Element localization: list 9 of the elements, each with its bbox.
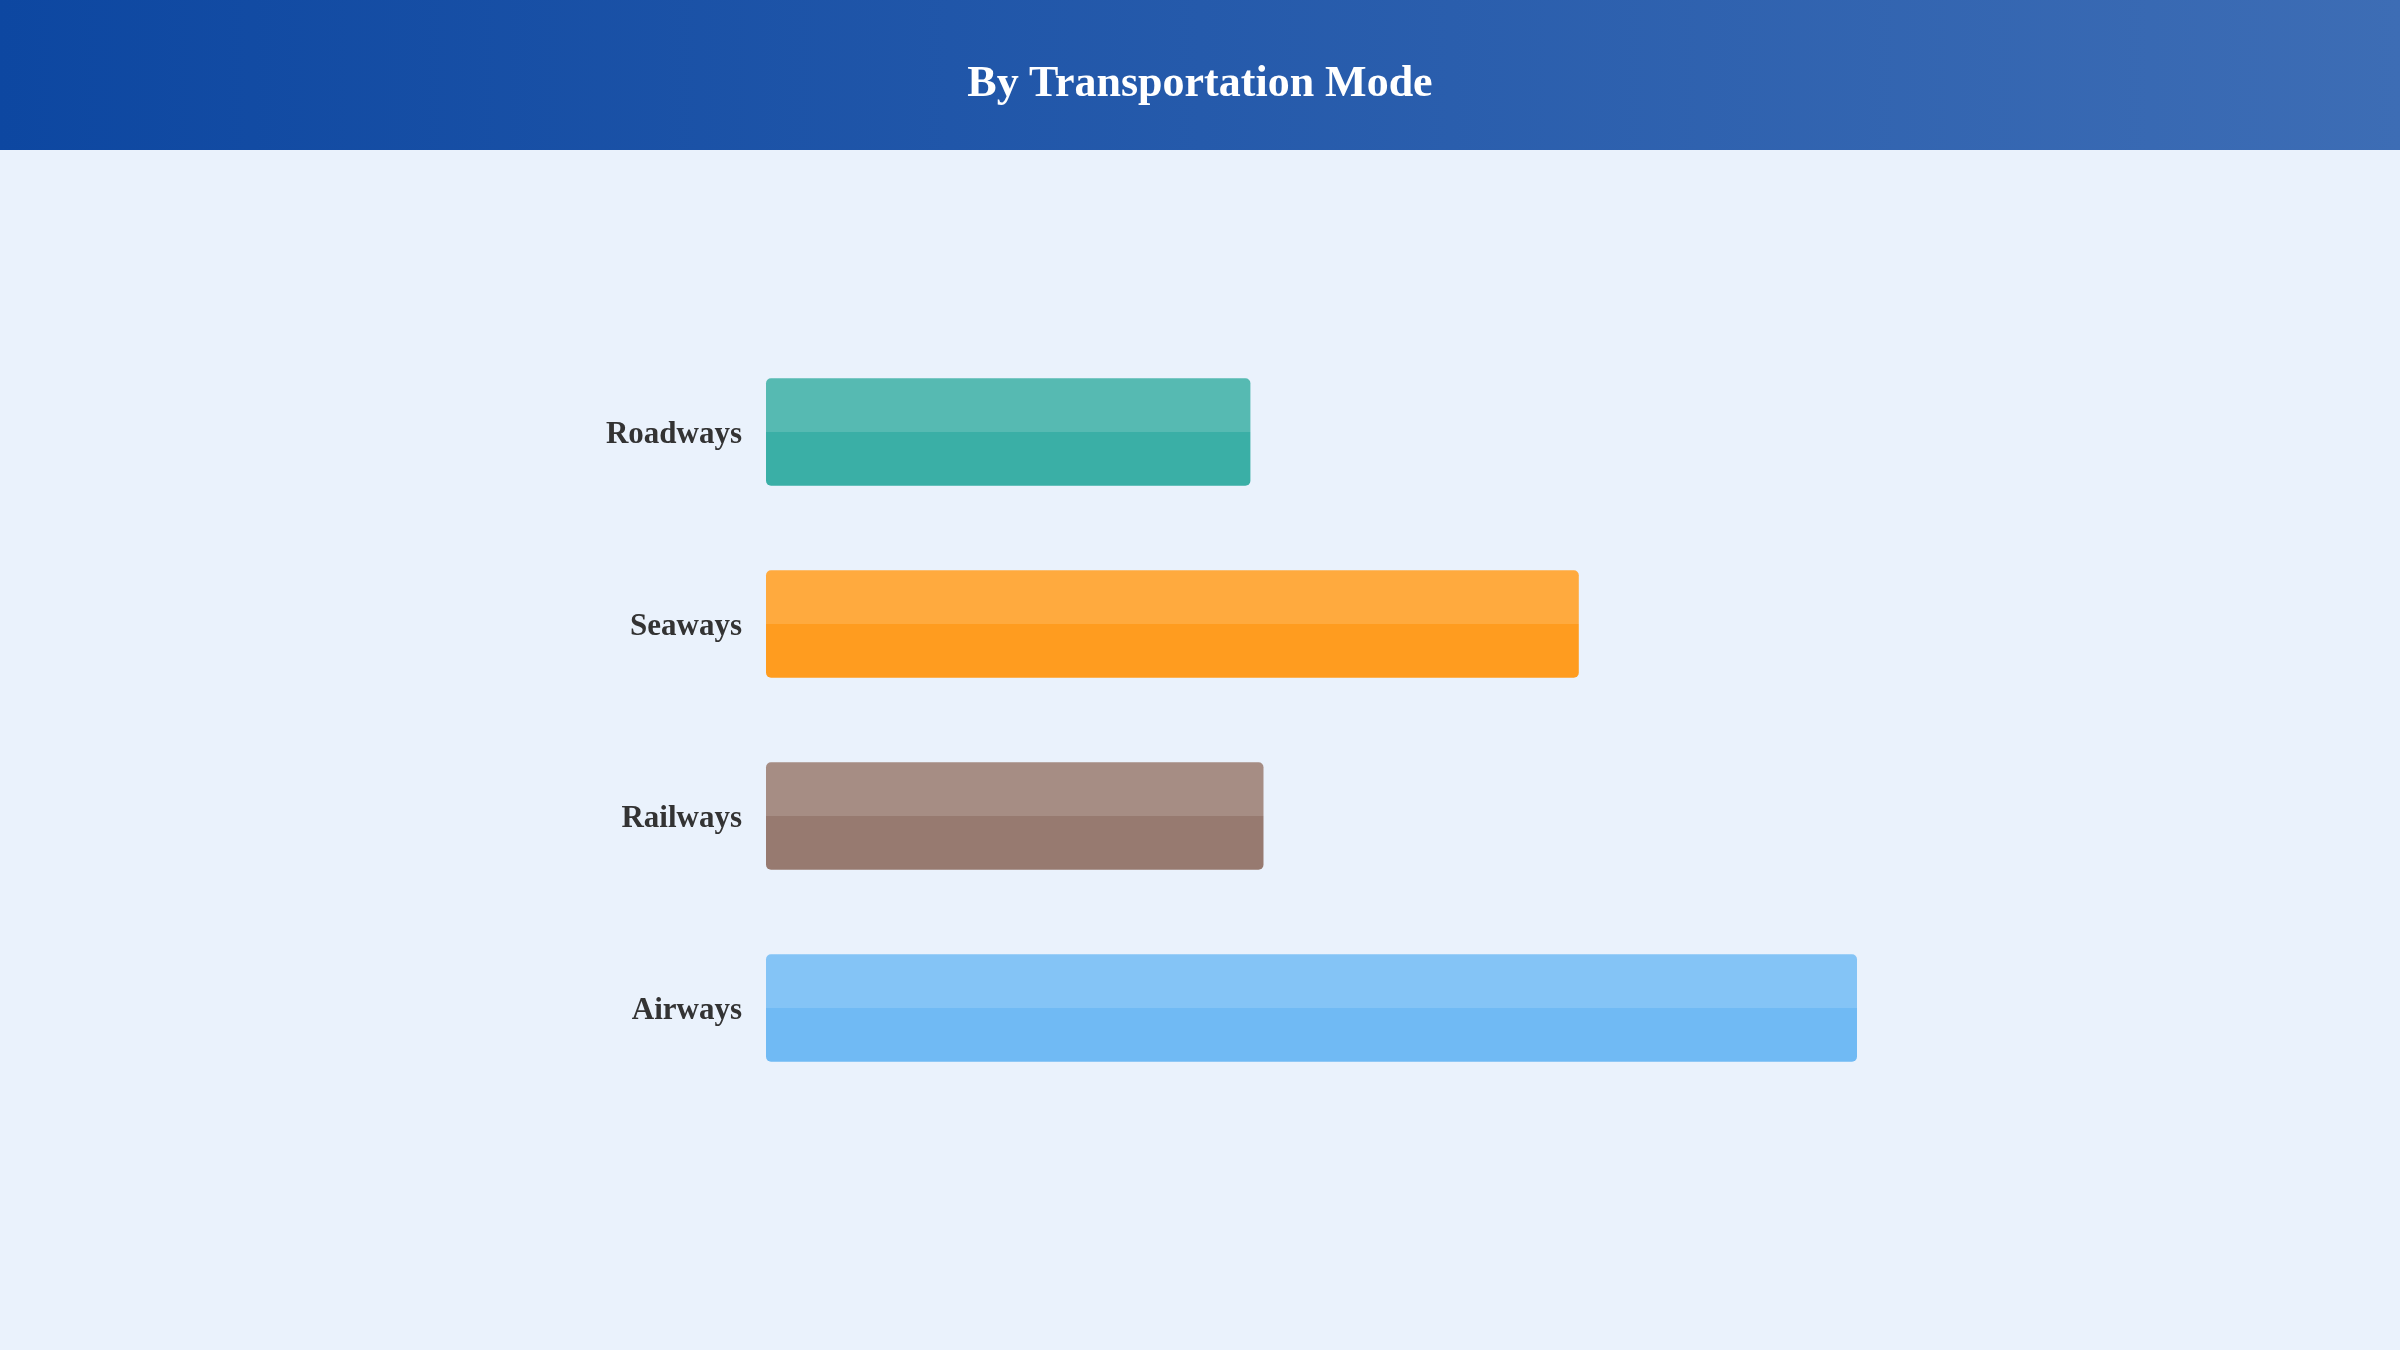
chart-title: By Transportation Mode xyxy=(967,56,1433,106)
bar xyxy=(766,378,1251,486)
bar xyxy=(766,954,1857,1062)
y-tick-label: Roadways xyxy=(605,414,742,450)
bar xyxy=(766,570,1579,678)
y-tick-label: Railways xyxy=(621,798,742,834)
y-tick-label: Seaways xyxy=(630,606,742,642)
bar xyxy=(766,762,1264,870)
y-tick-label: Airways xyxy=(631,990,742,1026)
